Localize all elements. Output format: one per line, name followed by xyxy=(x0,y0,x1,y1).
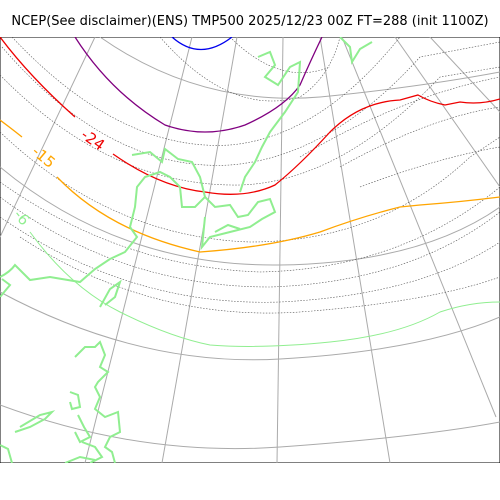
contour-red xyxy=(0,37,500,195)
thin-contours xyxy=(0,37,500,314)
coastlines xyxy=(0,37,373,463)
contour-green xyxy=(29,231,500,347)
weather-map: -24 -15 -6 xyxy=(0,37,500,463)
longitude-lines xyxy=(0,37,500,463)
contour-blue xyxy=(171,37,233,50)
contour-purple xyxy=(74,37,323,133)
contour-orange xyxy=(0,119,500,253)
latitude-lines xyxy=(0,37,500,450)
map-title: NCEP(See disclaimer)(ENS) TMP500 2025/12… xyxy=(11,14,489,29)
map-svg: -24 -15 -6 xyxy=(0,37,500,463)
